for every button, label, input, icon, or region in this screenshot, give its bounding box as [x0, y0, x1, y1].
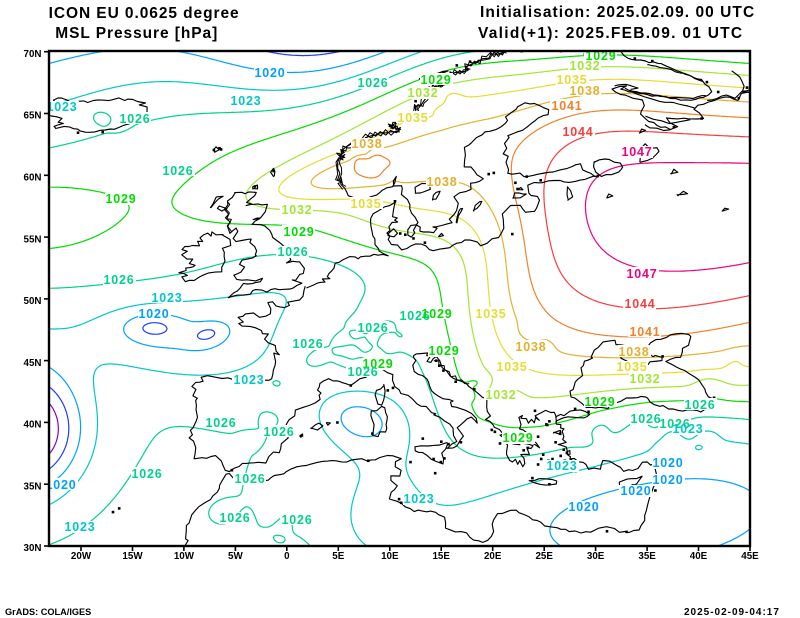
- svg-text:20W: 20W: [71, 551, 92, 562]
- svg-text:1047: 1047: [621, 145, 652, 159]
- svg-text:15W: 15W: [122, 551, 143, 562]
- svg-text:1041: 1041: [629, 325, 660, 339]
- svg-text:1029: 1029: [420, 73, 451, 87]
- svg-text:1026: 1026: [357, 76, 388, 90]
- svg-text:70N: 70N: [24, 49, 42, 60]
- svg-text:10E: 10E: [381, 551, 399, 562]
- svg-text:1023: 1023: [46, 100, 77, 114]
- svg-text:1026: 1026: [659, 417, 690, 431]
- svg-text:1035: 1035: [475, 307, 506, 321]
- svg-text:1026: 1026: [399, 309, 430, 323]
- svg-text:1026: 1026: [347, 365, 378, 379]
- svg-text:55N: 55N: [24, 234, 42, 245]
- svg-text:30N: 30N: [24, 543, 42, 554]
- svg-text:0: 0: [284, 551, 290, 562]
- svg-text:1026: 1026: [234, 472, 265, 486]
- svg-text:1026: 1026: [162, 164, 193, 178]
- svg-text:45N: 45N: [24, 358, 42, 369]
- svg-text:1020: 1020: [652, 473, 683, 487]
- svg-text:15E: 15E: [432, 551, 450, 562]
- svg-text:1038: 1038: [515, 340, 546, 354]
- svg-text:1032: 1032: [407, 86, 438, 100]
- svg-text:1041: 1041: [551, 99, 582, 113]
- svg-text:40E: 40E: [690, 551, 708, 562]
- svg-text:1020: 1020: [254, 66, 285, 80]
- svg-text:45E: 45E: [741, 551, 759, 562]
- svg-text:1023: 1023: [403, 492, 434, 506]
- svg-text:1029: 1029: [362, 357, 393, 371]
- svg-text:1026: 1026: [277, 245, 308, 259]
- svg-text:1026: 1026: [119, 112, 150, 126]
- svg-text:1023: 1023: [233, 373, 264, 387]
- svg-text:1038: 1038: [351, 137, 382, 151]
- svg-text:1047: 1047: [626, 267, 657, 281]
- svg-text:1032: 1032: [629, 372, 660, 386]
- svg-text:1029: 1029: [105, 192, 136, 206]
- svg-text:1038: 1038: [426, 175, 457, 189]
- svg-text:10W: 10W: [174, 551, 195, 562]
- svg-text:35E: 35E: [638, 551, 656, 562]
- svg-text:1032: 1032: [569, 59, 600, 73]
- svg-text:1026: 1026: [357, 321, 388, 335]
- svg-text:1029: 1029: [428, 344, 459, 358]
- svg-text:1023: 1023: [546, 459, 577, 473]
- svg-text:1035: 1035: [397, 111, 428, 125]
- svg-text:1035: 1035: [350, 197, 381, 211]
- svg-text:1026: 1026: [219, 511, 250, 525]
- svg-text:65N: 65N: [24, 111, 42, 122]
- svg-text:40N: 40N: [24, 420, 42, 431]
- svg-text:1026: 1026: [281, 513, 312, 527]
- svg-text:1029: 1029: [585, 49, 616, 63]
- svg-text:30E: 30E: [587, 551, 605, 562]
- svg-text:1020: 1020: [568, 500, 599, 514]
- svg-text:1035: 1035: [616, 360, 647, 374]
- svg-text:1029: 1029: [283, 225, 314, 239]
- svg-text:1032: 1032: [485, 388, 516, 402]
- svg-text:1026: 1026: [131, 467, 162, 481]
- svg-text:1020: 1020: [620, 484, 651, 498]
- svg-text:1026: 1026: [630, 412, 661, 426]
- svg-text:1035: 1035: [556, 73, 587, 87]
- svg-text:20E: 20E: [484, 551, 502, 562]
- svg-text:1020: 1020: [45, 478, 76, 492]
- svg-text:1020: 1020: [138, 307, 169, 321]
- svg-text:1026: 1026: [205, 416, 236, 430]
- svg-text:35N: 35N: [24, 481, 42, 492]
- svg-text:1026: 1026: [263, 425, 294, 439]
- svg-text:1023: 1023: [64, 520, 95, 534]
- svg-text:50N: 50N: [24, 296, 42, 307]
- svg-text:1032: 1032: [281, 203, 312, 217]
- svg-text:1026: 1026: [103, 273, 134, 287]
- svg-text:5E: 5E: [332, 551, 344, 562]
- svg-text:1035: 1035: [496, 360, 527, 374]
- svg-text:25E: 25E: [535, 551, 553, 562]
- svg-text:5W: 5W: [228, 551, 243, 562]
- svg-text:1023: 1023: [672, 422, 703, 436]
- svg-text:1020: 1020: [652, 456, 683, 470]
- svg-text:1044: 1044: [562, 125, 593, 139]
- svg-text:60N: 60N: [24, 173, 42, 184]
- svg-text:1026: 1026: [684, 398, 715, 412]
- svg-text:1038: 1038: [569, 84, 600, 98]
- svg-text:1023: 1023: [151, 291, 182, 305]
- svg-text:1029: 1029: [502, 431, 533, 445]
- svg-text:1023: 1023: [230, 94, 261, 108]
- svg-text:1044: 1044: [624, 297, 655, 311]
- svg-text:1029: 1029: [584, 395, 615, 409]
- svg-text:1029: 1029: [421, 307, 452, 321]
- svg-text:1038: 1038: [618, 345, 649, 359]
- svg-text:1026: 1026: [292, 337, 323, 351]
